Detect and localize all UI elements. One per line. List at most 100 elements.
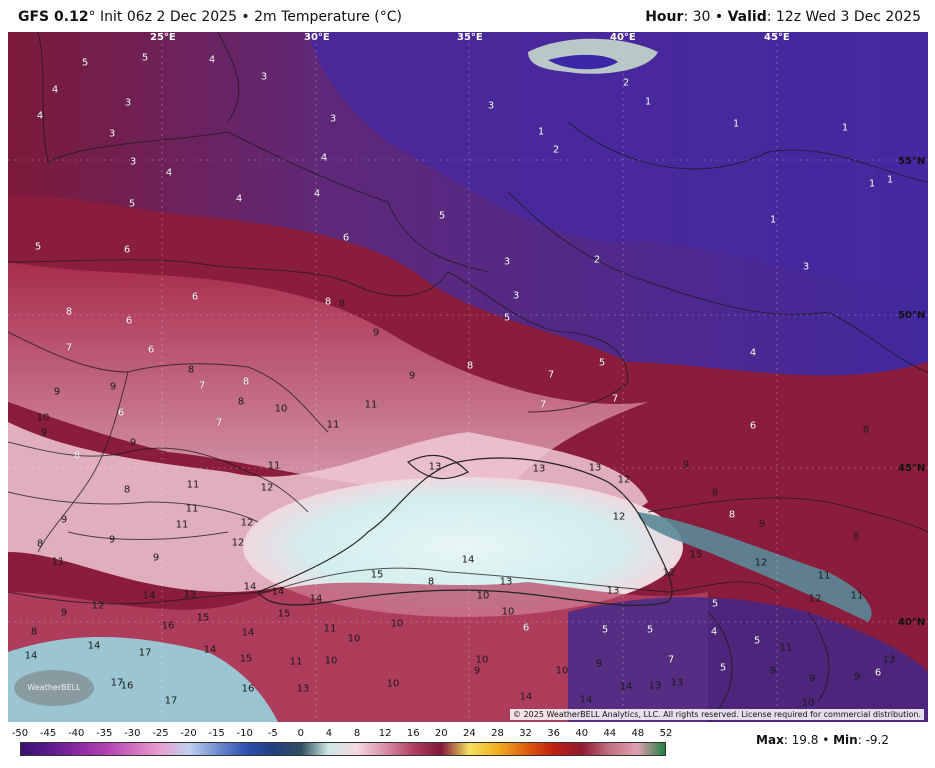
temperature-label: 3	[260, 71, 268, 83]
scale-tick-label: 48	[631, 728, 645, 739]
temperature-label: 4	[165, 167, 173, 179]
lon-label-45e: 45°E	[764, 32, 790, 43]
temperature-map[interactable]: 25°E 30°E 35°E 40°E 45°E 55°N 50°N 45°N …	[8, 32, 928, 722]
temperature-label: 5	[753, 635, 761, 647]
temperature-label: 5	[711, 598, 719, 610]
temperature-label: 7	[611, 393, 619, 405]
temperature-label: 15	[689, 549, 703, 561]
temperature-label: 10	[801, 697, 815, 709]
temperature-label: 3	[487, 100, 495, 112]
temperature-label: 16	[120, 680, 134, 692]
temperature-label: 12	[662, 567, 676, 579]
temperature-label: 13	[532, 463, 546, 475]
temperature-label: 6	[191, 291, 199, 303]
temperature-label: 8	[123, 484, 131, 496]
temperature-label: 1	[886, 174, 894, 186]
scale-tick-label: -5	[267, 728, 278, 739]
lon-label-25e: 25°E	[150, 32, 176, 43]
temperature-label: 9	[408, 370, 416, 382]
temperature-label: 11	[364, 399, 378, 411]
temperature-label: 9	[808, 673, 816, 685]
init-text: Init 06z 2 Dec 2025 • 2m Temperature (°C…	[95, 9, 402, 25]
scale-tick-label: -35	[96, 728, 113, 739]
temperature-label: 16	[161, 620, 175, 632]
valid-value: : 12z Wed 3 Dec 2025	[766, 9, 921, 25]
temperature-label: 11	[779, 642, 793, 654]
degree-symbol: °	[88, 9, 96, 25]
max-label: Max	[756, 733, 784, 747]
scale-tick-label: 44	[603, 728, 617, 739]
weatherbell-logo: WeatherBELL	[14, 670, 94, 706]
hour-label: Hour	[645, 9, 684, 25]
temperature-label: 10	[386, 678, 400, 690]
temperature-label: 5	[438, 210, 446, 222]
scale-tick-label: 0	[297, 728, 305, 739]
temperature-label: 7	[547, 369, 555, 381]
temperature-label: 12	[808, 593, 822, 605]
temperature-label: 10	[347, 633, 361, 645]
temperature-label: 9	[853, 671, 861, 683]
temperature-label: 6	[342, 232, 350, 244]
temperature-label: 11	[850, 590, 864, 602]
temperature-label: 11	[267, 460, 281, 472]
scale-tick-label: 36	[547, 728, 561, 739]
temperature-label: 11	[326, 419, 340, 431]
temperature-label: 7	[667, 654, 675, 666]
temperature-label: 12	[231, 537, 245, 549]
temperature-label: 13	[670, 677, 684, 689]
temperature-label: 9	[53, 386, 61, 398]
temperature-label: 14	[241, 627, 255, 639]
temperature-label: 5	[128, 198, 136, 210]
temperature-label: 9	[473, 665, 481, 677]
temperature-label: 3	[503, 256, 511, 268]
scale-tick-label: -50	[11, 728, 29, 739]
temperature-label: 15	[370, 569, 384, 581]
temperature-label: 14	[24, 650, 38, 662]
temperature-label: 4	[36, 110, 44, 122]
scale-tick-label: -15	[208, 728, 225, 739]
temperature-label: 9	[682, 459, 690, 471]
scale-ticks: -50 -45 -40 -35 -30 -25 -20 -15 -10 -5 0 4 8 12 16 20 24…	[12, 728, 673, 740]
color-scale: -50 -45 -40 -35 -30 -25 -20 -15 -10 -5 0 4 8 12 16 20 24…	[12, 728, 673, 764]
valid-label: Valid	[727, 9, 767, 25]
temperature-label: 10	[501, 606, 515, 618]
temperature-label: 8	[711, 487, 719, 499]
temperature-label: 9	[108, 534, 116, 546]
temperature-label: 6	[125, 315, 133, 327]
temperature-label: 15	[277, 608, 291, 620]
scale-tick-label: -10	[236, 728, 253, 739]
temperature-label: 4	[749, 347, 757, 359]
scale-bar	[20, 742, 666, 756]
temperature-label: 4	[313, 188, 321, 200]
scale-tick-label: 4	[325, 728, 333, 739]
temperature-label: 5	[81, 57, 89, 69]
temperature-label: 12	[240, 517, 254, 529]
temperature-label: 7	[539, 399, 547, 411]
temperature-label: 17	[138, 647, 152, 659]
lat-label-50n: 50°N	[898, 310, 926, 321]
scale-tick-label: 12	[378, 728, 392, 739]
temperature-label: 5	[646, 624, 654, 636]
temperature-label: 14	[271, 586, 285, 598]
scale-tick-label: 8	[353, 728, 361, 739]
min-value: : -9.2	[857, 733, 889, 747]
map-title: GFS 0.12° Init 06z 2 Dec 2025 • 2m Tempe…	[18, 9, 402, 25]
temperature-label: 12	[260, 482, 274, 494]
temperature-label: 14	[142, 590, 156, 602]
lon-label-35e: 35°E	[457, 32, 483, 43]
scale-tick-label: 16	[406, 728, 420, 739]
temperature-label: 4	[235, 193, 243, 205]
temperature-label: 9	[152, 552, 160, 564]
lat-label-45n: 45°N	[898, 463, 926, 474]
temperature-label: 14	[461, 554, 475, 566]
temperature-label: 14	[579, 694, 593, 706]
temperature-label: 3	[329, 113, 337, 125]
temperature-label: 9	[595, 658, 603, 670]
temperature-label: 2	[622, 77, 630, 89]
temperature-label: 8	[427, 576, 435, 588]
temperature-label: 3	[129, 156, 137, 168]
temperature-label: 5	[141, 52, 149, 64]
temperature-label: 3	[802, 261, 810, 273]
scale-tick-label: 52	[659, 728, 673, 739]
scale-tick-label: -45	[39, 728, 57, 739]
